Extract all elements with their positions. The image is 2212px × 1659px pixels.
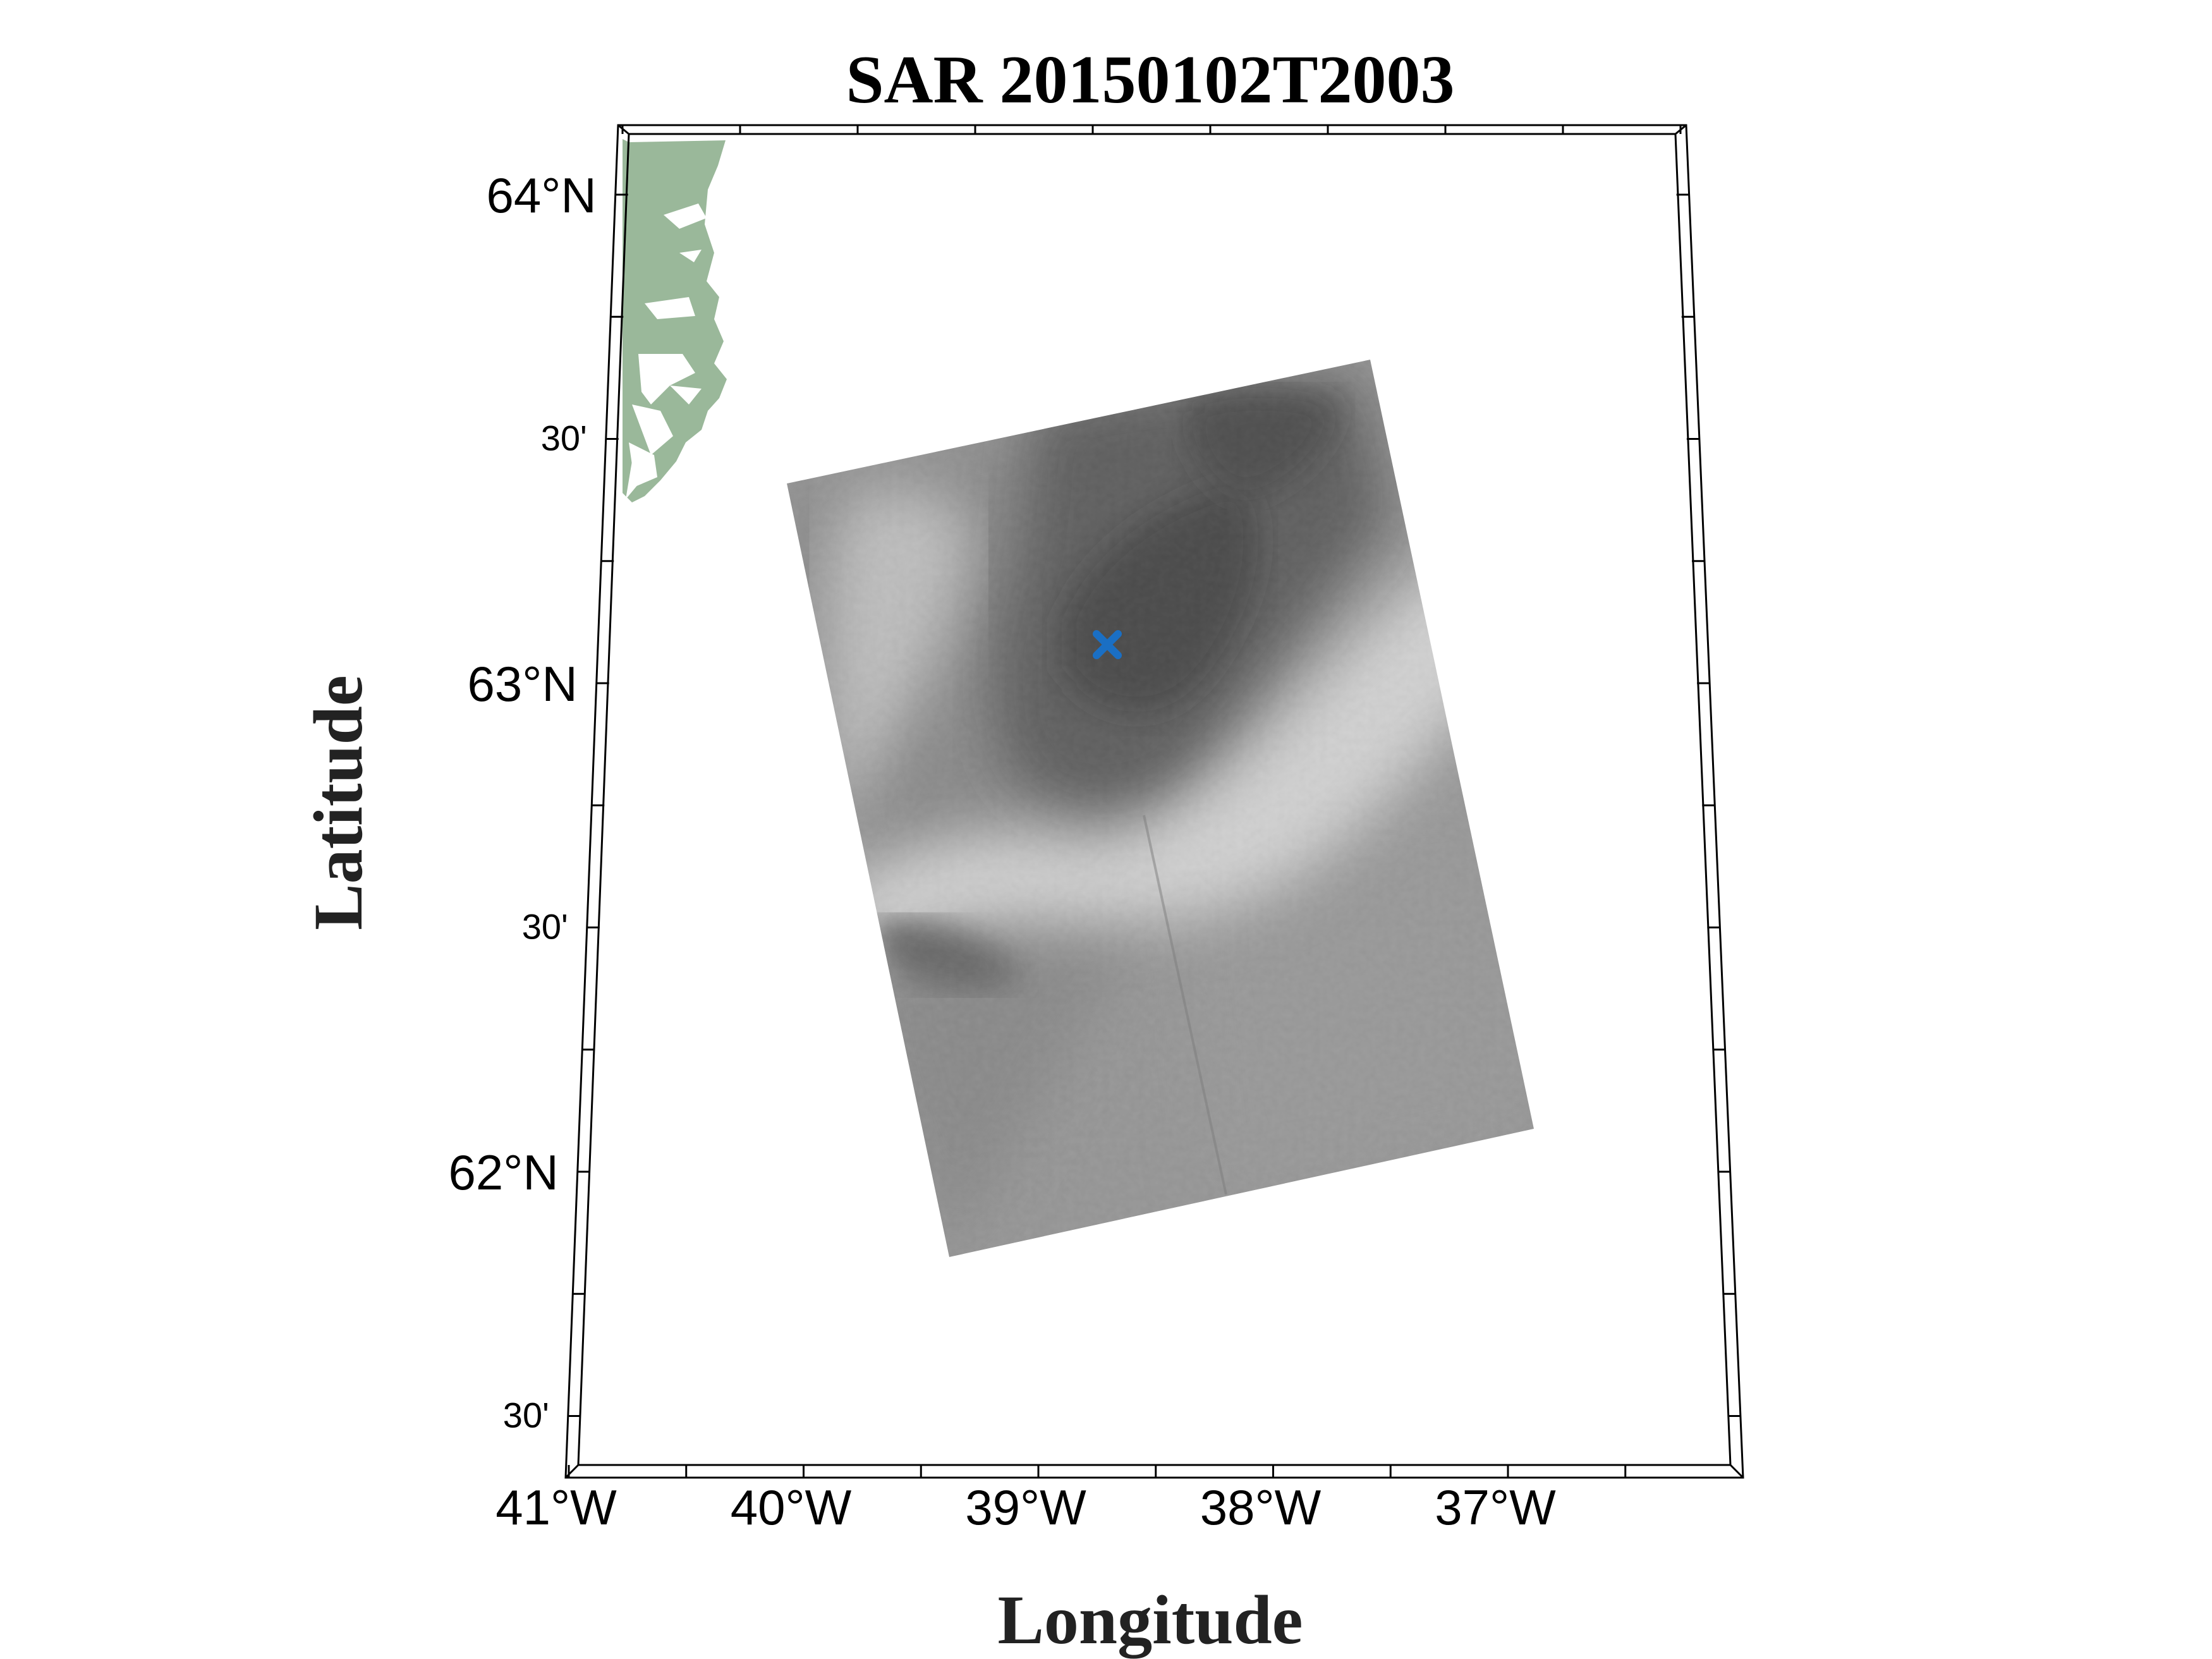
- map-title: SAR 20150102T2003: [846, 42, 1454, 118]
- lat-minor-tick-label: 30': [541, 418, 587, 458]
- longitude-tick-labels: 41°W 40°W 39°W 38°W 37°W: [495, 1480, 1556, 1535]
- lat-tick-label: 63°N: [467, 656, 577, 712]
- frame-ticks: [568, 125, 1741, 1478]
- latitude-tick-labels: 64°N 30' 63°N 30' 62°N 30': [448, 167, 596, 1435]
- sar-swath: [787, 360, 1534, 1257]
- x-axis-label: Longitude: [998, 1581, 1303, 1658]
- lon-tick-label: 41°W: [495, 1480, 617, 1535]
- lon-tick-label: 39°W: [965, 1480, 1086, 1535]
- fjords: [626, 204, 707, 499]
- lat-tick-label: 64°N: [486, 167, 596, 223]
- storm-center-marker: [1093, 630, 1122, 659]
- x-marker-stroke: [1093, 630, 1122, 659]
- lon-tick-label: 38°W: [1200, 1480, 1322, 1535]
- lat-tick-label: 62°N: [448, 1145, 558, 1200]
- land-layer: [623, 139, 727, 502]
- lat-minor-tick-label: 30': [522, 907, 568, 947]
- lat-minor-tick-label: 30': [503, 1395, 549, 1435]
- lon-tick-label: 37°W: [1435, 1480, 1556, 1535]
- y-axis-label: Latitude: [300, 675, 377, 930]
- lon-tick-label: 40°W: [731, 1480, 852, 1535]
